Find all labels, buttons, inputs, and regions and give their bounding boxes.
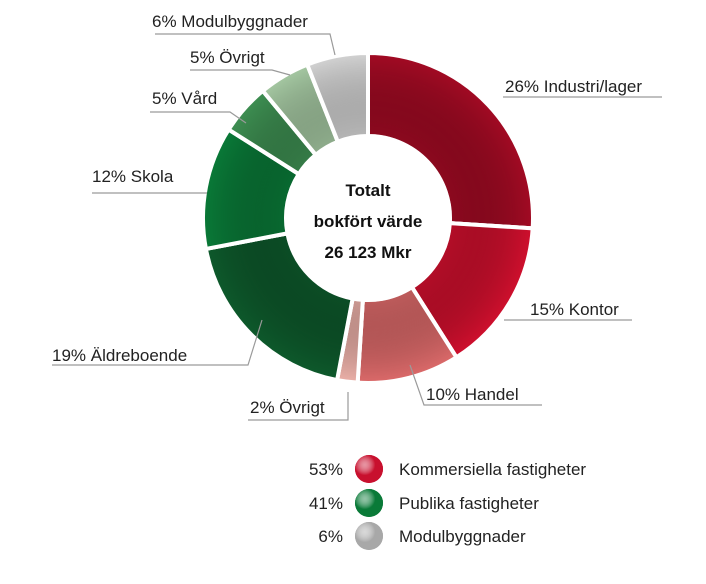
donut-slices bbox=[201, 50, 535, 385]
center-line-1: Totalt bbox=[345, 181, 390, 200]
legend-label-1: Publika fastigheter bbox=[399, 494, 539, 513]
slice-label-2: 10% Handel bbox=[426, 385, 519, 404]
donut-hole bbox=[286, 136, 450, 300]
slice-label-0: 26% Industri/lager bbox=[505, 77, 642, 96]
leader-line-6 bbox=[150, 111, 247, 124]
legend-percent-1: 41% bbox=[309, 494, 343, 513]
slice-label-1: 15% Kontor bbox=[530, 300, 619, 319]
slice-label-7: 5% Övrigt bbox=[190, 48, 265, 67]
slice-label-8: 6% Modulbyggnader bbox=[152, 12, 308, 31]
leader-line-7 bbox=[190, 69, 291, 76]
slice-label-3: 2% Övrigt bbox=[250, 398, 325, 417]
slice-label-6: 5% Vård bbox=[152, 89, 217, 108]
legend-percent-0: 53% bbox=[309, 460, 343, 479]
leader-lines bbox=[52, 33, 662, 421]
legend-percent-2: 6% bbox=[318, 527, 343, 546]
legend-label-2: Modulbyggnader bbox=[399, 527, 526, 546]
leader-line-4 bbox=[52, 319, 263, 366]
slice-label-4: 19% Äldreboende bbox=[52, 346, 187, 365]
leader-line-8 bbox=[155, 33, 336, 56]
slice-label-5: 12% Skola bbox=[92, 167, 174, 186]
leader-line-2 bbox=[409, 364, 542, 406]
legend-swatch-highlight-1 bbox=[355, 489, 383, 517]
center-line-2: bokfört värde bbox=[314, 212, 423, 231]
legend: 53% Kommersiella fastigheter 41% Publika fa… bbox=[309, 455, 586, 550]
legend-swatch-highlight-0 bbox=[355, 455, 383, 483]
legend-label-0: Kommersiella fastigheter bbox=[399, 460, 586, 479]
slice-labels: 26% Industri/lager 15% Kontor 10% Handel 2%… bbox=[52, 12, 642, 417]
center-label: Totalt bokfört värde 26 123 Mkr bbox=[314, 181, 423, 262]
leader-line-3 bbox=[248, 392, 349, 421]
legend-swatch-highlight-2 bbox=[355, 522, 383, 550]
center-line-3: 26 123 Mkr bbox=[325, 243, 412, 262]
